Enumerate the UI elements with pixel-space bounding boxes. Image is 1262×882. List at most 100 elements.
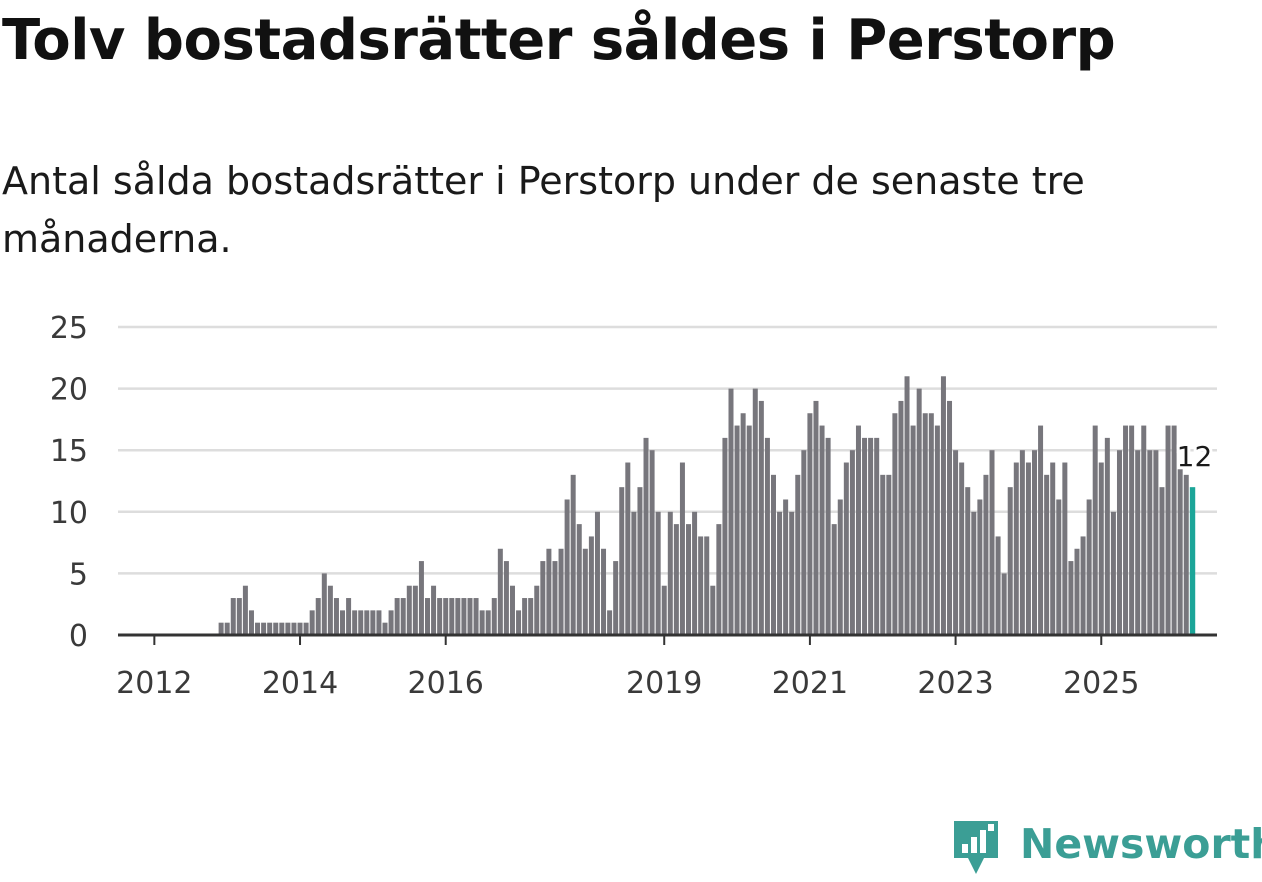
bar <box>412 585 418 635</box>
bar <box>849 450 855 635</box>
bar <box>862 437 868 635</box>
y-tick-label-15: 15 <box>50 434 88 469</box>
bar <box>503 561 509 635</box>
last-value-label: 12 <box>1177 440 1213 473</box>
bar <box>819 425 825 635</box>
newsworthy-icon <box>954 821 998 874</box>
bar <box>248 610 254 635</box>
bar <box>983 474 989 635</box>
bar <box>582 548 588 635</box>
bar <box>722 437 728 635</box>
bar <box>382 622 388 635</box>
bar <box>376 610 382 635</box>
bar <box>728 388 734 635</box>
bar <box>825 437 831 635</box>
x-tick-label-2021: 2021 <box>772 666 848 701</box>
bars <box>218 376 1196 635</box>
bar <box>1092 425 1098 635</box>
bar <box>965 487 971 635</box>
bar <box>1013 462 1019 635</box>
bar <box>1141 425 1147 635</box>
brand-name: Newsworthy <box>1020 820 1262 868</box>
bar <box>813 400 819 635</box>
bar <box>479 610 485 635</box>
bar <box>1177 462 1183 635</box>
bar <box>224 622 230 635</box>
bar <box>928 413 934 635</box>
bar <box>267 622 273 635</box>
bar <box>437 598 443 635</box>
chart-title: Tolv bostadsrätter såldes i Perstorp <box>2 8 1116 73</box>
bar <box>546 548 552 635</box>
bar <box>631 511 637 635</box>
y-tick-label-10: 10 <box>50 496 88 531</box>
bar <box>971 511 977 635</box>
bar <box>1123 425 1129 635</box>
bar <box>1159 487 1165 635</box>
bar <box>1044 474 1050 635</box>
bar <box>922 413 928 635</box>
bar <box>236 598 242 635</box>
x-tick-label-2019: 2019 <box>626 666 702 701</box>
bar <box>1110 511 1116 635</box>
bar <box>279 622 285 635</box>
bar <box>679 462 685 635</box>
bar <box>843 462 849 635</box>
bar <box>601 548 607 635</box>
bar <box>916 388 922 635</box>
bar <box>977 499 983 635</box>
x-tick-label-2023: 2023 <box>917 666 993 701</box>
bar <box>770 474 776 635</box>
bar <box>995 536 1001 635</box>
bar <box>425 598 430 635</box>
bar <box>485 610 491 635</box>
bar <box>1165 425 1171 635</box>
bar <box>497 548 503 635</box>
bar <box>789 511 795 635</box>
bar <box>388 610 394 635</box>
bar <box>607 610 613 635</box>
bar <box>655 511 661 635</box>
bar <box>783 499 789 635</box>
bar <box>734 425 740 635</box>
bar <box>321 573 327 635</box>
bar <box>340 610 346 635</box>
bar <box>285 622 291 635</box>
bar <box>467 598 473 635</box>
bar <box>309 610 315 635</box>
bar <box>953 450 959 635</box>
bar <box>564 499 570 635</box>
bar <box>291 622 297 635</box>
bar <box>904 376 910 635</box>
bar <box>1025 462 1031 635</box>
bar <box>594 511 600 635</box>
bar <box>1116 450 1122 635</box>
bar <box>273 622 279 635</box>
bar <box>710 585 716 635</box>
bar <box>801 450 807 635</box>
bar <box>746 425 752 635</box>
bar <box>837 499 843 635</box>
bar <box>1104 437 1110 635</box>
bar <box>297 622 303 635</box>
bar <box>855 425 861 635</box>
bar <box>777 511 783 635</box>
bar <box>1098 462 1104 635</box>
bar <box>1062 462 1068 635</box>
bar <box>989 450 995 635</box>
bar <box>449 598 455 635</box>
bar <box>1038 425 1044 635</box>
bar <box>940 376 946 635</box>
bar <box>698 536 704 635</box>
x-axis-ticks: 2012 2014 2016 2019 2021 2023 2025 12 <box>116 437 1217 701</box>
bar <box>558 548 564 635</box>
bar <box>261 622 267 635</box>
bar <box>1183 474 1189 635</box>
bar <box>874 437 880 635</box>
bar <box>831 524 837 635</box>
newsworthy-logo: Newsworthy <box>952 818 1262 878</box>
bar <box>1153 450 1159 635</box>
bar <box>1147 450 1153 635</box>
bar <box>692 511 698 635</box>
